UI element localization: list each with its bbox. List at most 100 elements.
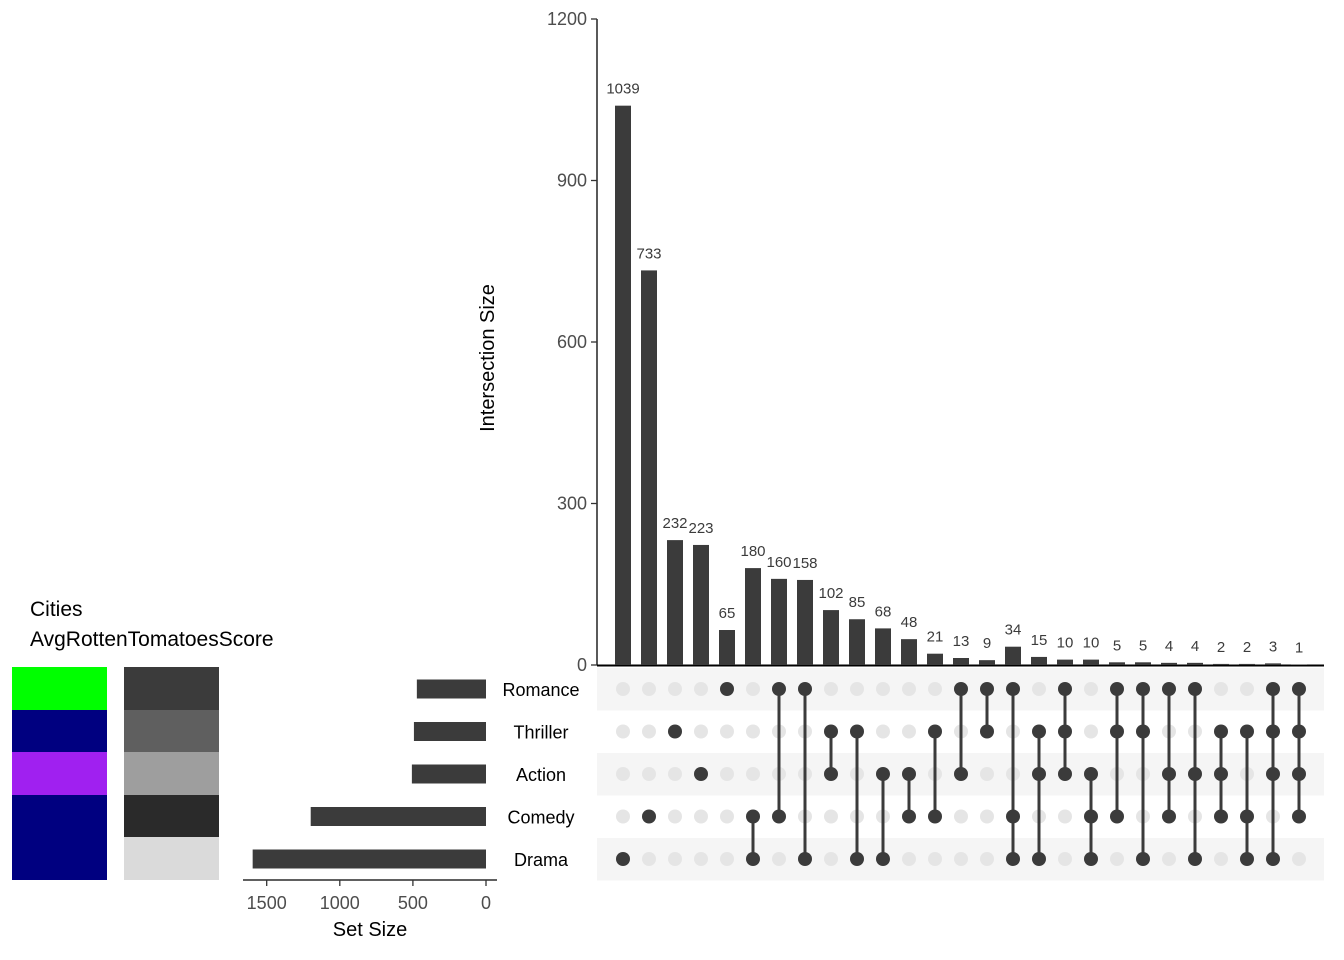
matrix-dot-active	[1292, 767, 1306, 781]
intersection-bar	[953, 658, 969, 665]
intersection-bar	[927, 653, 943, 665]
intersection-bar-label: 733	[636, 245, 661, 262]
set-labels: Romance Thriller Action Comedy Drama	[502, 680, 579, 870]
matrix-dot-inactive	[902, 682, 916, 696]
matrix-dot-inactive	[824, 682, 838, 696]
matrix-dot-active	[616, 852, 630, 866]
metadata-panel-title: AvgRottenTomatoesScore	[30, 628, 274, 651]
intersection-bar-label: 223	[688, 520, 713, 537]
matrix-dot-inactive	[642, 724, 656, 739]
metadata-cell	[124, 752, 219, 795]
intersection-bar	[1239, 663, 1255, 665]
matrix-dot-inactive	[824, 809, 838, 824]
matrix-dot-active	[1214, 767, 1228, 781]
matrix-dot-active	[746, 852, 760, 866]
matrix-dot-inactive	[902, 724, 916, 739]
set-size-bar	[310, 807, 486, 826]
matrix-dot-active	[928, 724, 942, 739]
matrix-dot-inactive	[980, 767, 994, 781]
matrix-dot-inactive	[668, 682, 682, 696]
matrix-dot-inactive	[1214, 852, 1228, 866]
set-label: Thriller	[513, 723, 568, 743]
matrix-dot-inactive	[616, 767, 630, 781]
intersection-bar	[1109, 662, 1125, 665]
matrix-dot-inactive	[746, 724, 760, 739]
matrix-dot-active	[980, 724, 994, 739]
matrix-dot-inactive	[642, 852, 656, 866]
matrix-dot-active	[1240, 724, 1254, 739]
intersection-bar	[615, 105, 631, 665]
set-size-tick-label: 0	[481, 893, 491, 913]
matrix-dot-active	[1136, 852, 1150, 866]
matrix-dot-active	[720, 682, 734, 696]
matrix-dot-inactive	[1058, 852, 1072, 866]
matrix-dot-inactive	[954, 852, 968, 866]
y-tick-label: 1200	[547, 9, 587, 29]
matrix-dot-inactive	[954, 809, 968, 824]
matrix-dot-active	[1162, 809, 1176, 824]
intersection-bar	[1187, 662, 1203, 665]
matrix-dot-inactive	[928, 852, 942, 866]
set-size-tick-label: 1500	[247, 893, 287, 913]
matrix-dot-inactive	[928, 682, 942, 696]
intersection-bar-label: 2	[1243, 639, 1251, 656]
intersection-bar	[1291, 664, 1307, 665]
matrix-dot-active	[1084, 852, 1098, 866]
metadata-cell	[124, 710, 219, 752]
intersection-bar-label: 34	[1005, 622, 1022, 639]
intersection-bar-label: 3	[1269, 638, 1277, 655]
metadata-cell	[12, 752, 107, 795]
intersection-bar-label: 15	[1031, 632, 1048, 649]
intersection-bar-label: 13	[953, 633, 970, 650]
matrix-dot-active	[1006, 682, 1020, 696]
y-tick-label: 0	[577, 655, 587, 675]
set-size-tick-label: 500	[398, 893, 428, 913]
intersection-bar-label: 5	[1139, 637, 1147, 654]
intersection-bar-label: 4	[1191, 638, 1199, 655]
matrix-dot-active	[1162, 767, 1176, 781]
set-size-axis: 1500 1000 500 0 Set Size	[243, 879, 497, 941]
matrix-dot-active	[902, 767, 916, 781]
set-label: Comedy	[507, 808, 574, 828]
intersection-bar-label: 48	[901, 614, 918, 631]
matrix-dot-active	[1032, 852, 1046, 866]
intersection-bar-label: 65	[719, 605, 736, 622]
set-size-bar	[416, 679, 486, 699]
metadata-cell	[12, 837, 107, 880]
intersection-bar	[719, 630, 735, 665]
matrix-dot-inactive	[694, 682, 708, 696]
matrix-dot-inactive	[772, 852, 786, 866]
intersection-bar-label: 68	[875, 603, 892, 620]
matrix-dot-active	[954, 767, 968, 781]
matrix-dot-inactive	[1058, 809, 1072, 824]
matrix-dot-inactive	[824, 852, 838, 866]
matrix-dot-active	[1032, 767, 1046, 781]
intersection-bar-label: 10	[1057, 635, 1074, 652]
matrix-dot-active	[668, 724, 682, 739]
matrix-dot-inactive	[1240, 682, 1254, 696]
matrix-dot-inactive	[720, 852, 734, 866]
set-size-bars	[252, 679, 486, 869]
matrix-dot-inactive	[694, 852, 708, 866]
metadata-cell	[12, 667, 107, 710]
matrix-dot-inactive	[850, 682, 864, 696]
intersection-bar-label: 5	[1113, 637, 1121, 654]
matrix-dot-inactive	[876, 682, 890, 696]
matrix-dot-inactive	[1032, 682, 1046, 696]
intersection-bar-label: 21	[927, 629, 944, 646]
intersection-size-axis: 0 300 600 900 1200 Intersection Size	[477, 9, 1324, 675]
matrix-dot-inactive	[746, 682, 760, 696]
matrix-dot-active	[1136, 682, 1150, 696]
matrix-dot-active	[1266, 852, 1280, 866]
matrix-dot-inactive	[720, 809, 734, 824]
intersection-bar-label: 102	[818, 585, 843, 602]
matrix-dot-active	[824, 767, 838, 781]
matrix-dot-active	[902, 809, 916, 824]
matrix-dot-active	[1084, 809, 1098, 824]
y-axis-title: Intersection Size	[477, 284, 499, 432]
matrix-dot-inactive	[1214, 682, 1228, 696]
metadata-panels: Cities AvgRottenTomatoesScore	[12, 598, 274, 880]
matrix-dot-active	[1162, 682, 1176, 696]
intersection-bar-label: 1039	[606, 81, 639, 98]
